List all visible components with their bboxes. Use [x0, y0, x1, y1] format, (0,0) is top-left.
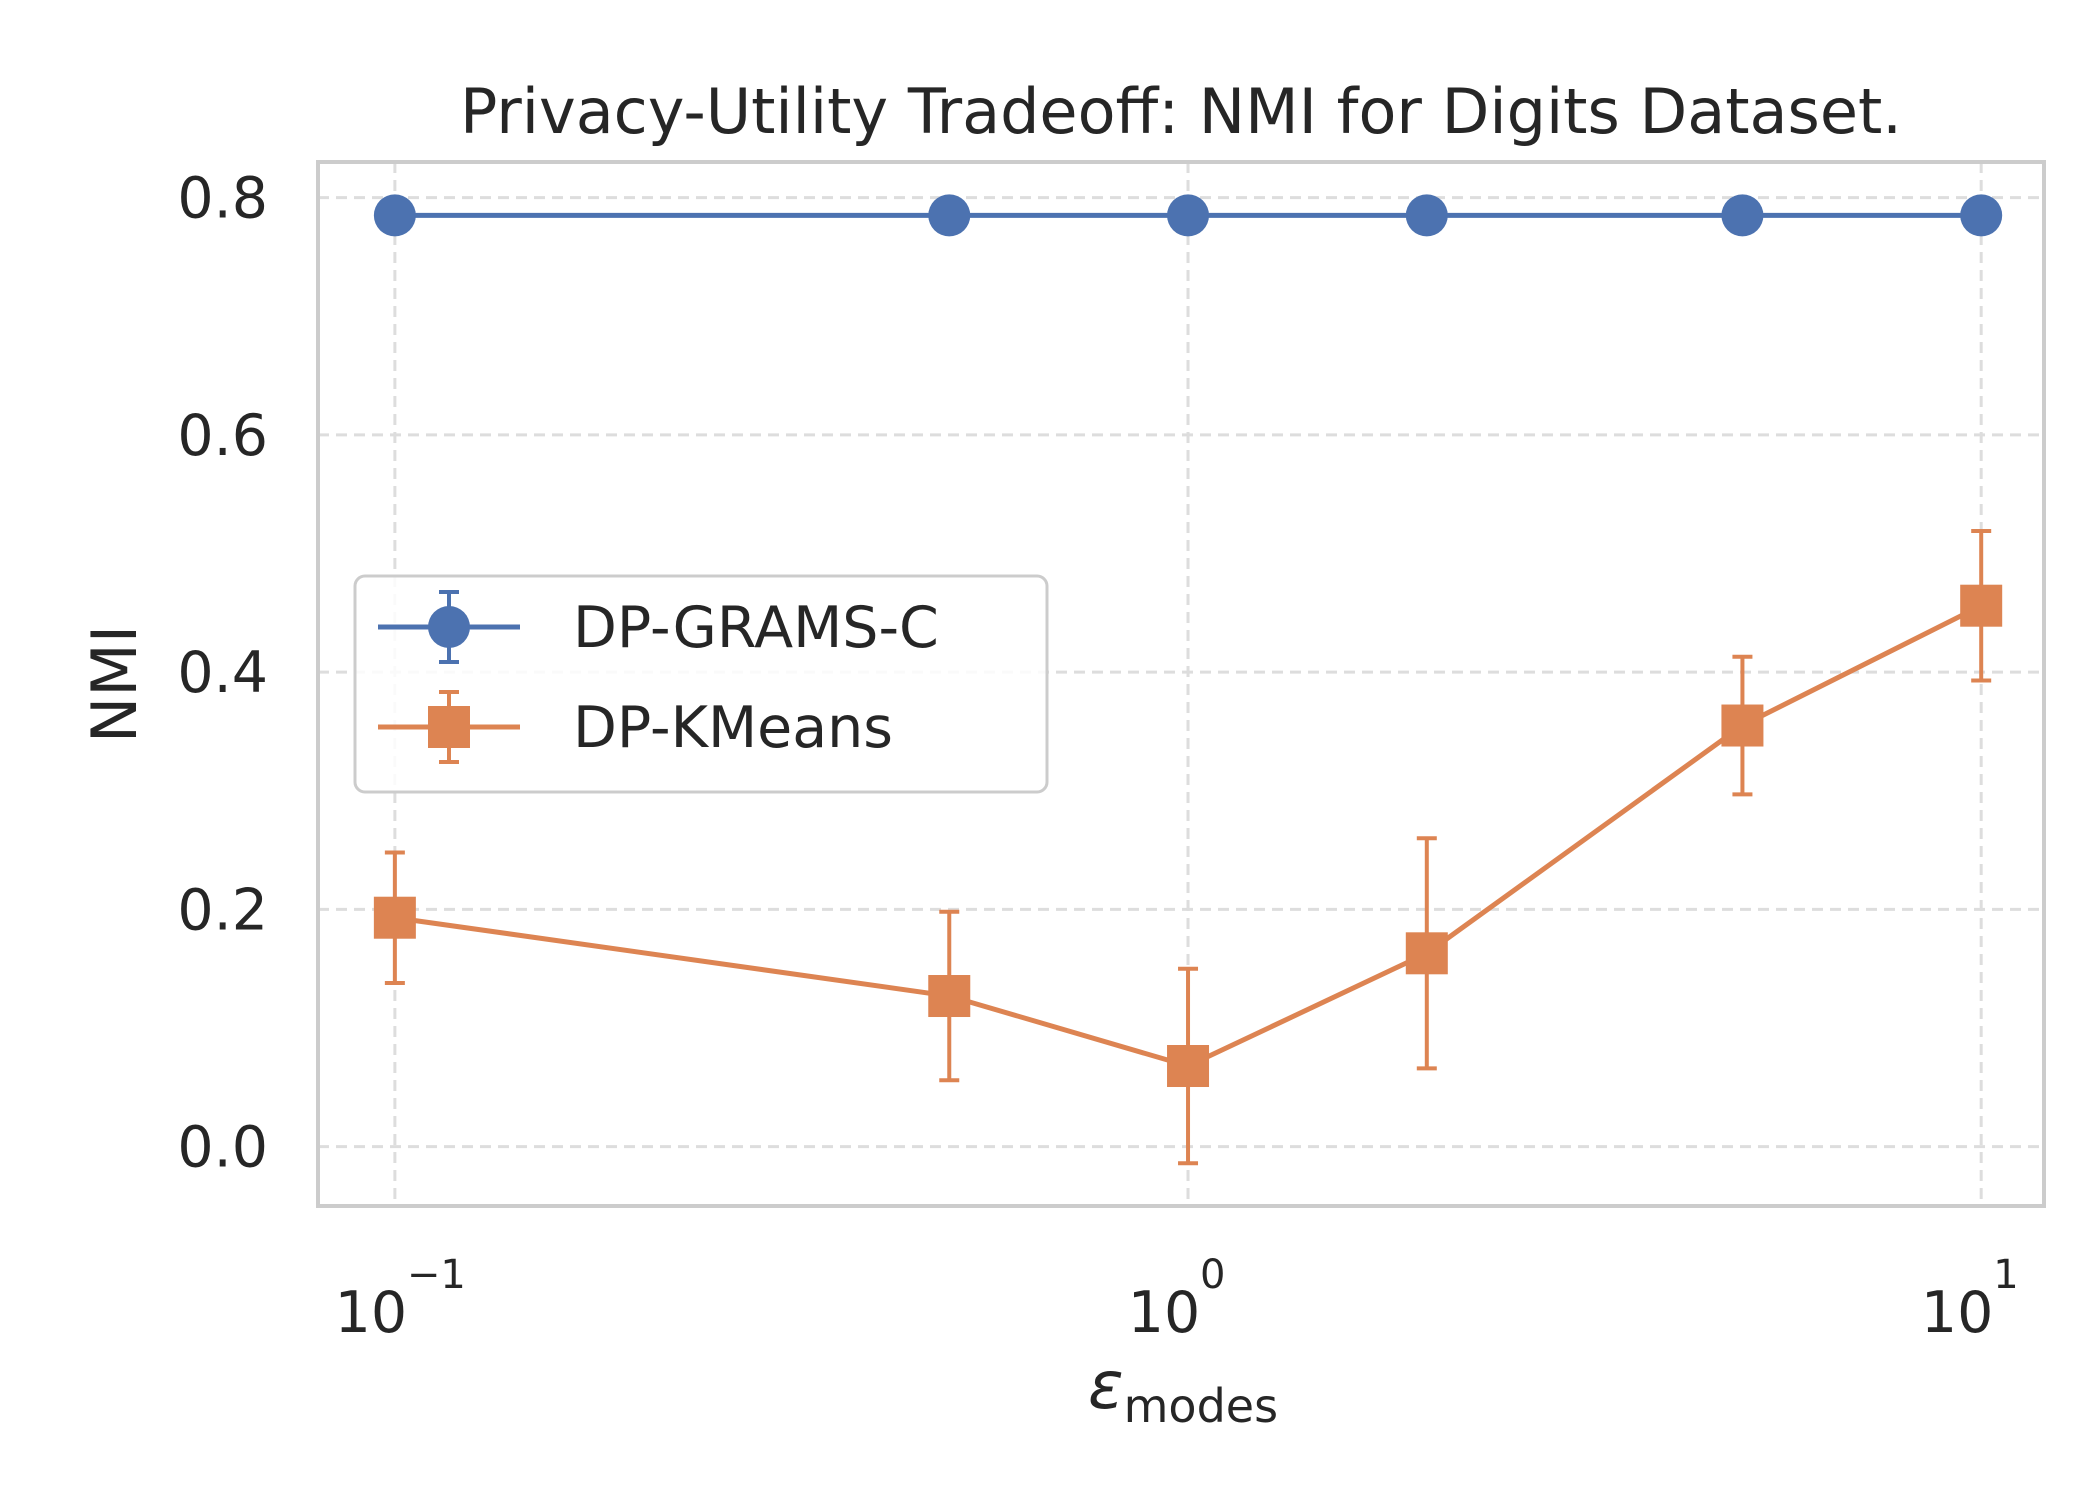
x-axis-label-subscript: modes — [1124, 1379, 1278, 1433]
dp-kmeans-point — [1167, 1045, 1210, 1088]
dp-kmeans-point — [1721, 704, 1764, 747]
x-tick-exponent: −1 — [407, 1252, 466, 1298]
y-tick-label: 0.0 — [177, 1115, 268, 1181]
x-tick-label: 10 — [1128, 1280, 1201, 1346]
dp-grams-c-point — [373, 194, 416, 237]
legend-frame — [353, 574, 1049, 794]
y-tick-label: 0.2 — [177, 877, 268, 943]
dp-grams-c-point — [1167, 194, 1210, 237]
dp-grams-c-point — [928, 194, 971, 237]
legend-entry-dp-kmeans: DP-KMeans — [378, 690, 893, 764]
y-tick-label: 0.6 — [177, 403, 268, 469]
dp-kmeans-point — [1960, 584, 2003, 627]
dp-grams-c-point — [1721, 194, 1764, 237]
legend-entry-dp-grams-c: DP-GRAMS-C — [378, 590, 939, 664]
legend-marker — [428, 706, 470, 748]
series-dp-kmeans — [373, 528, 2003, 1166]
dp-kmeans-point — [928, 975, 971, 1018]
dp-kmeans-point — [373, 896, 416, 939]
x-tick-label: 10 — [335, 1280, 408, 1346]
plot-data — [373, 194, 2003, 1166]
x-axis-label: εmodes — [1088, 1347, 1278, 1433]
dp-grams-c-point — [1405, 194, 1448, 237]
y-tick-label: 0.4 — [177, 640, 268, 706]
legend-marker — [428, 606, 470, 648]
dp-kmeans-line — [394, 603, 1983, 1069]
legend-entries: DP-GRAMS-C DP-KMeans — [378, 590, 939, 764]
legend-label: DP-KMeans — [573, 695, 893, 761]
y-axis-label: NMI — [78, 625, 151, 743]
x-tick-exponent: 0 — [1200, 1252, 1225, 1298]
legend-label: DP-GRAMS-C — [573, 595, 939, 661]
x-axis-label-symbol: ε — [1088, 1347, 1124, 1424]
dp-grams-c-point — [1960, 194, 2003, 237]
x-tick-label: 10 — [1921, 1280, 1994, 1346]
legend: DP-GRAMS-C DP-KMeans — [353, 574, 1049, 794]
chart-title: Privacy-Utility Tradeoff: NMI for Digits… — [460, 75, 1902, 148]
x-tick-exponent: 1 — [1993, 1252, 2018, 1298]
plot-frame — [316, 160, 2046, 1208]
dp-kmeans-point — [1405, 932, 1448, 975]
y-tick-label: 0.8 — [177, 166, 268, 232]
series-dp-grams-c — [373, 194, 2003, 237]
